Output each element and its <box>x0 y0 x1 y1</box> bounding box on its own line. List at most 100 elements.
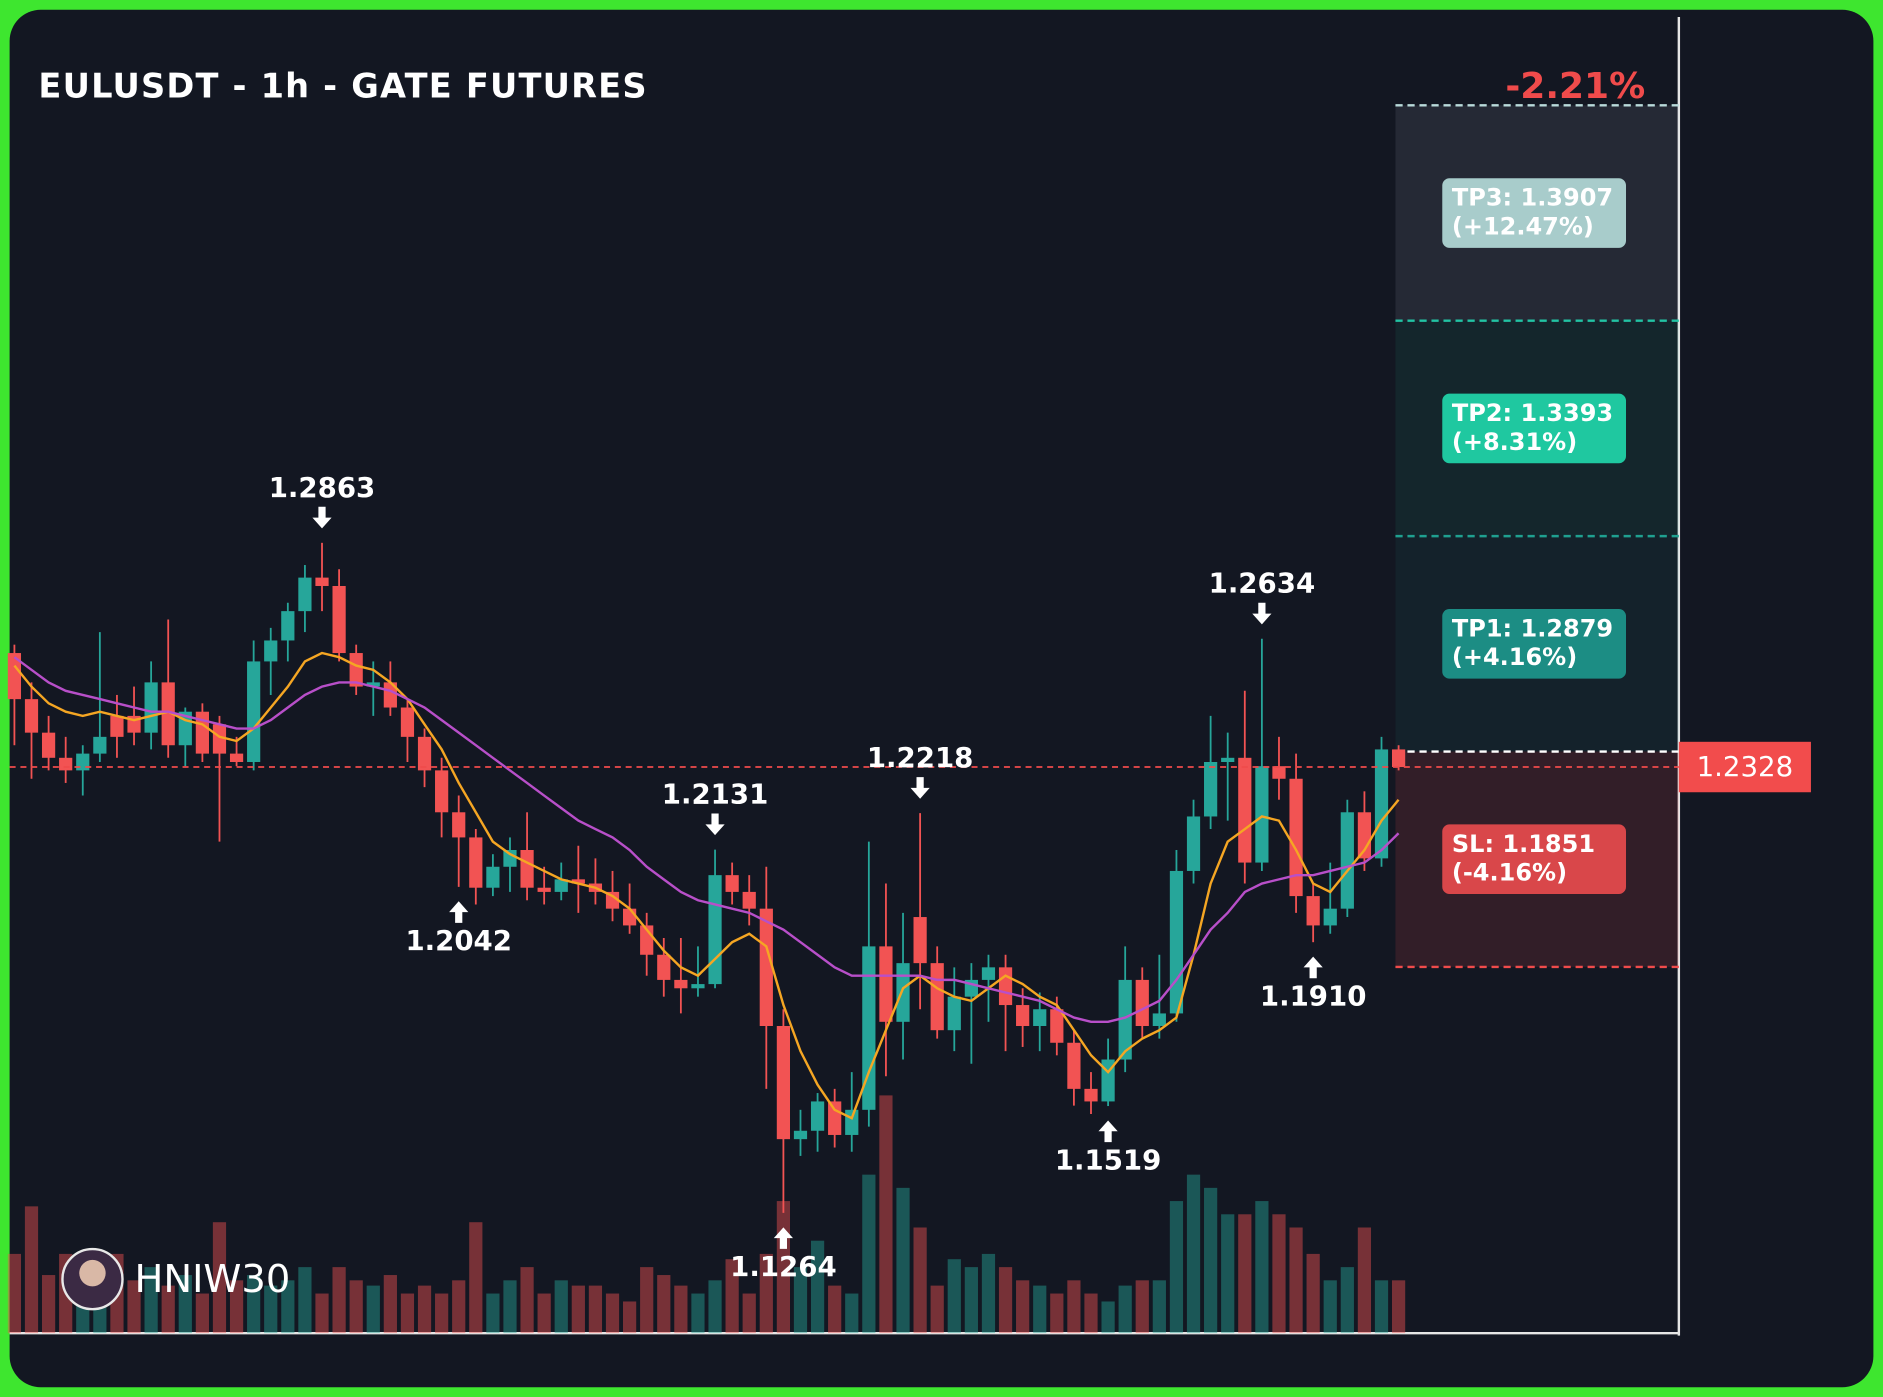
volume-bar <box>964 1267 978 1334</box>
volume-bar <box>1204 1187 1218 1334</box>
candle-body <box>1135 979 1149 1027</box>
volume-bar <box>708 1280 722 1334</box>
candle-body <box>1306 896 1320 926</box>
candle-body <box>349 653 363 687</box>
volume-bar <box>195 1293 209 1334</box>
candle-body <box>862 946 876 1110</box>
volume-bar <box>981 1253 996 1334</box>
avatar-face <box>79 1259 106 1287</box>
volume-bar <box>24 1206 39 1334</box>
candle-body <box>195 711 209 754</box>
volume-bar <box>1391 1280 1406 1334</box>
annotation-label: 1.1264 <box>730 1250 837 1283</box>
arrow-up <box>449 901 469 923</box>
volume-bar <box>657 1275 671 1334</box>
volume-bar <box>1152 1280 1166 1334</box>
candle-body <box>1221 757 1235 762</box>
volume-bar <box>930 1285 944 1334</box>
candle-body <box>1050 1009 1064 1043</box>
volume-bar <box>349 1280 363 1334</box>
volume-bar <box>1084 1293 1098 1334</box>
candle-body <box>247 661 261 762</box>
candle-body <box>1204 761 1218 817</box>
candle-body <box>776 1026 791 1140</box>
volume-bar <box>1135 1280 1149 1334</box>
moving-average <box>13 656 1400 1023</box>
volume-bar <box>1067 1280 1081 1334</box>
volume-bar <box>41 1275 56 1334</box>
level-change: (+8.31%) <box>1452 428 1577 456</box>
volume-bar <box>1255 1201 1269 1334</box>
candle-body <box>503 849 517 867</box>
volume-bar <box>315 1293 329 1334</box>
annotation-label: 1.2634 <box>1209 567 1316 600</box>
candle-body <box>144 682 158 733</box>
volume-bar <box>1340 1267 1354 1334</box>
arrow-down <box>705 813 725 836</box>
candle-body <box>298 577 312 612</box>
volume-bar <box>998 1267 1013 1334</box>
volume-bar <box>332 1267 346 1334</box>
candle-body <box>452 812 466 838</box>
volume-bar <box>486 1293 500 1334</box>
candle-body <box>879 946 893 1022</box>
volume-bar <box>571 1285 585 1334</box>
volume-bar <box>520 1267 534 1334</box>
volume-bar <box>1033 1285 1047 1334</box>
candle-body <box>708 875 722 985</box>
candle-body <box>400 707 415 737</box>
volume-bar <box>1289 1227 1303 1334</box>
volume-bar <box>503 1280 517 1334</box>
level-change: (+12.47%) <box>1452 212 1594 240</box>
volume-bar <box>1118 1285 1132 1334</box>
candle-body <box>691 984 705 989</box>
candle-body <box>469 837 483 888</box>
candle-body <box>161 682 175 746</box>
candle-body <box>435 770 449 813</box>
arrow-up <box>773 1227 794 1249</box>
volume-bar <box>144 1267 158 1334</box>
level-change: (-4.16%) <box>1452 859 1567 887</box>
candle-body <box>657 954 671 980</box>
candle-body <box>1374 749 1389 859</box>
candle-body <box>1238 757 1252 863</box>
last-price-badge <box>1678 741 1811 793</box>
candle-body <box>725 875 739 892</box>
arrow-up <box>1303 956 1323 979</box>
volume-bar <box>298 1267 312 1334</box>
candle-body <box>845 1109 859 1135</box>
level-label: TP1: 1.2879 <box>1452 614 1613 642</box>
change-label: -2.21% <box>1505 66 1645 107</box>
volume-bar <box>366 1285 380 1334</box>
volume-bar <box>1186 1174 1201 1334</box>
candle-body <box>264 640 278 662</box>
volume-bar <box>281 1280 295 1334</box>
candle-body <box>7 653 22 700</box>
candle-body <box>59 757 73 771</box>
volume-bar <box>845 1293 859 1334</box>
candle-body <box>913 917 927 964</box>
overlay-layer: TP3: 1.3907(+12.47%) TP2: 1.3393(+8.31%) T… <box>9 178 1811 1283</box>
volume-bar <box>828 1285 842 1334</box>
volume-bar <box>1050 1293 1064 1334</box>
candle-body <box>930 963 944 1031</box>
volume-bar <box>725 1259 739 1334</box>
candle-body <box>896 963 910 1022</box>
candle-body <box>383 682 397 708</box>
candle-body <box>212 724 227 754</box>
candle-body <box>1118 979 1132 1060</box>
candle-body <box>486 866 500 888</box>
volume-bar <box>229 1280 244 1334</box>
candle-body <box>93 736 107 754</box>
volume-bar <box>1016 1280 1030 1334</box>
candle-body <box>605 891 620 909</box>
candle-body <box>520 849 534 888</box>
level-label: SL: 1.1851 <box>1452 830 1595 858</box>
volume-bar <box>674 1285 688 1334</box>
volume-bar <box>810 1240 825 1334</box>
volume-bar <box>691 1293 705 1334</box>
candle-body <box>229 753 244 762</box>
volume-bar <box>862 1174 876 1334</box>
level-badge <box>1442 393 1627 464</box>
